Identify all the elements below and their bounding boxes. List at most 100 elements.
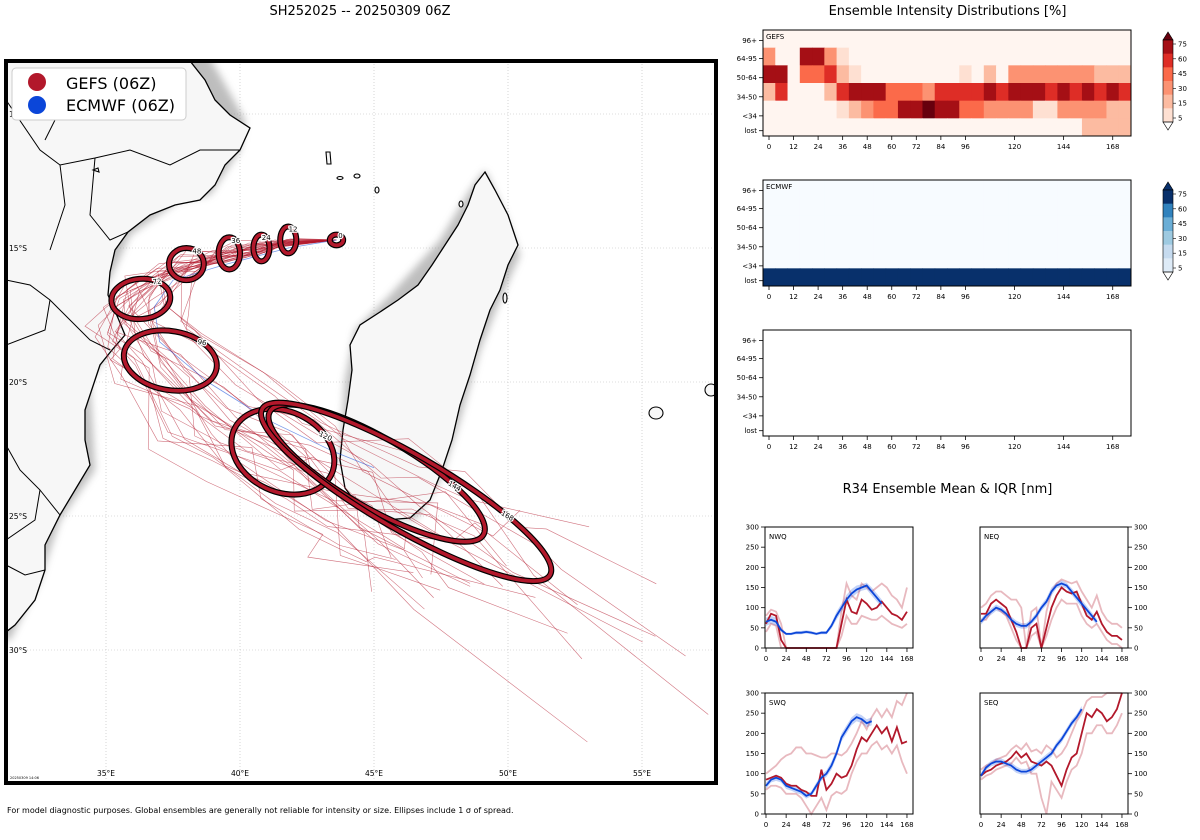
- heatmap-cell: [861, 65, 874, 84]
- heatmap-cell: [947, 30, 960, 49]
- lon-label: 55°E: [633, 769, 651, 778]
- gefs-track: [107, 239, 455, 542]
- gefs-mean-line: [765, 723, 908, 797]
- y-tick-label: 100: [746, 770, 759, 778]
- x-tick-label: 72: [912, 143, 921, 151]
- heatmap-cell: [1057, 65, 1071, 84]
- heatmap-cell: [910, 250, 923, 269]
- heatmap-cell: [1081, 250, 1095, 269]
- heatmap-cell: [947, 233, 960, 252]
- heatmap-cell: [922, 268, 936, 287]
- heatmap-cell: [836, 30, 850, 49]
- heatmap-cell: [959, 197, 973, 216]
- x-tick-label: 96: [961, 443, 970, 451]
- heatmap-cell: [934, 65, 948, 84]
- heatmap-cell: [1057, 118, 1071, 137]
- heatmap-cell: [983, 180, 997, 199]
- heatmap-cell: [787, 215, 801, 234]
- heatmap-cell: [959, 65, 973, 84]
- colorbar-frame: [1162, 189, 1174, 273]
- heatmap-cell: [885, 215, 899, 234]
- heatmap-cell: [1032, 250, 1046, 269]
- heatmap-cell: [983, 47, 997, 66]
- heatmap-cell: [1118, 233, 1132, 252]
- heatmap-cell: [775, 47, 789, 66]
- ecmwf-iqr-band: [766, 582, 882, 636]
- heatmap-cell: [763, 268, 776, 287]
- x-tick-label: 48: [1017, 821, 1026, 829]
- heatmap-cell: [824, 215, 838, 234]
- y-tick-label: 100: [1134, 604, 1147, 612]
- heatmap-cell: [1008, 215, 1022, 234]
- heatmap-cell: [910, 83, 923, 102]
- heatmap-cell: [1069, 215, 1083, 234]
- ellipse-0h: 0: [326, 231, 347, 249]
- heatmap-cell: [787, 250, 801, 269]
- heatmap-cell: [787, 180, 801, 199]
- colorbar-swatch: [1163, 217, 1173, 232]
- heatmap-cell: [848, 47, 862, 66]
- heatmap-cell: [824, 118, 838, 137]
- heatmap-cell: [836, 197, 850, 216]
- category-label: 96+: [742, 187, 757, 195]
- ellipse-72h: 72: [108, 275, 174, 323]
- legend-ecmwf-label: ECMWF (06Z): [66, 96, 175, 115]
- heatmap-cell: [934, 233, 948, 252]
- heatmap-cell: [885, 268, 899, 287]
- heatmap-cell: [983, 250, 997, 269]
- x-tick-label: 0: [979, 821, 983, 829]
- heatmap-cell: [983, 83, 997, 102]
- heatmap-cell: [775, 268, 789, 287]
- heatmap-cell: [971, 215, 985, 234]
- heatmap-cell: [1020, 215, 1034, 234]
- category-label: lost: [744, 127, 757, 135]
- heatmap-cell: [1032, 100, 1046, 119]
- heatmap-cell: [848, 250, 862, 269]
- heatmap-cell: [897, 250, 911, 269]
- heatmap-cell: [763, 197, 776, 216]
- heatmap-cell: [1069, 250, 1083, 269]
- x-tick-label: 168: [900, 821, 913, 829]
- plot-area: [980, 693, 1128, 814]
- heatmap-cell: [836, 100, 850, 119]
- heatmap-cell: [947, 197, 960, 216]
- heatmap-cell: [775, 215, 789, 234]
- ellipse-hour-label: 12: [289, 226, 298, 234]
- colorbar-tick-label: 5: [1178, 265, 1182, 273]
- heatmap-cell: [1069, 47, 1083, 66]
- category-label: 64-95: [737, 205, 757, 213]
- x-tick-label: 168: [1106, 143, 1119, 151]
- x-tick-label: 60: [887, 293, 896, 301]
- heatmap-cell: [1057, 268, 1071, 287]
- colorbar-swatch: [1163, 67, 1173, 82]
- ellipse-fill-ring: [216, 235, 242, 272]
- y-tick-label: 300: [1134, 524, 1147, 532]
- quadrant-label: NWQ: [769, 533, 787, 541]
- heatmap-cell: [873, 197, 887, 216]
- heatmap-cell: [934, 215, 948, 234]
- x-tick-label: 144: [1057, 293, 1071, 301]
- heatmap-cell: [861, 197, 874, 216]
- colorbar-tick-label: 15: [1178, 250, 1187, 258]
- heatmap-cell: [947, 83, 960, 102]
- x-tick-label: 120: [1008, 293, 1021, 301]
- heatmap-cell: [1094, 118, 1107, 137]
- heatmap-cell: [824, 268, 838, 287]
- gefs-iqr-low: [765, 740, 908, 816]
- x-tick-label: 24: [814, 293, 823, 301]
- heatmap-cell: [947, 100, 960, 119]
- x-tick-label: 24: [782, 821, 791, 829]
- heatmap-cell: [996, 30, 1009, 49]
- heatmap-cell: [947, 215, 960, 234]
- heatmap-cell: [1081, 100, 1095, 119]
- heatmap-cell: [934, 250, 948, 269]
- heatmap-cell: [1106, 250, 1120, 269]
- heatmap-cell: [1081, 30, 1095, 49]
- heatmap-cell: [848, 83, 862, 102]
- heatmap-cell: [1094, 268, 1107, 287]
- heatmap-cell: [799, 250, 813, 269]
- heatmap-cell: [873, 180, 887, 199]
- ellipse-24h: 24: [250, 231, 273, 265]
- heatmap-cell: [787, 83, 801, 102]
- x-tick-label: 24: [782, 655, 791, 663]
